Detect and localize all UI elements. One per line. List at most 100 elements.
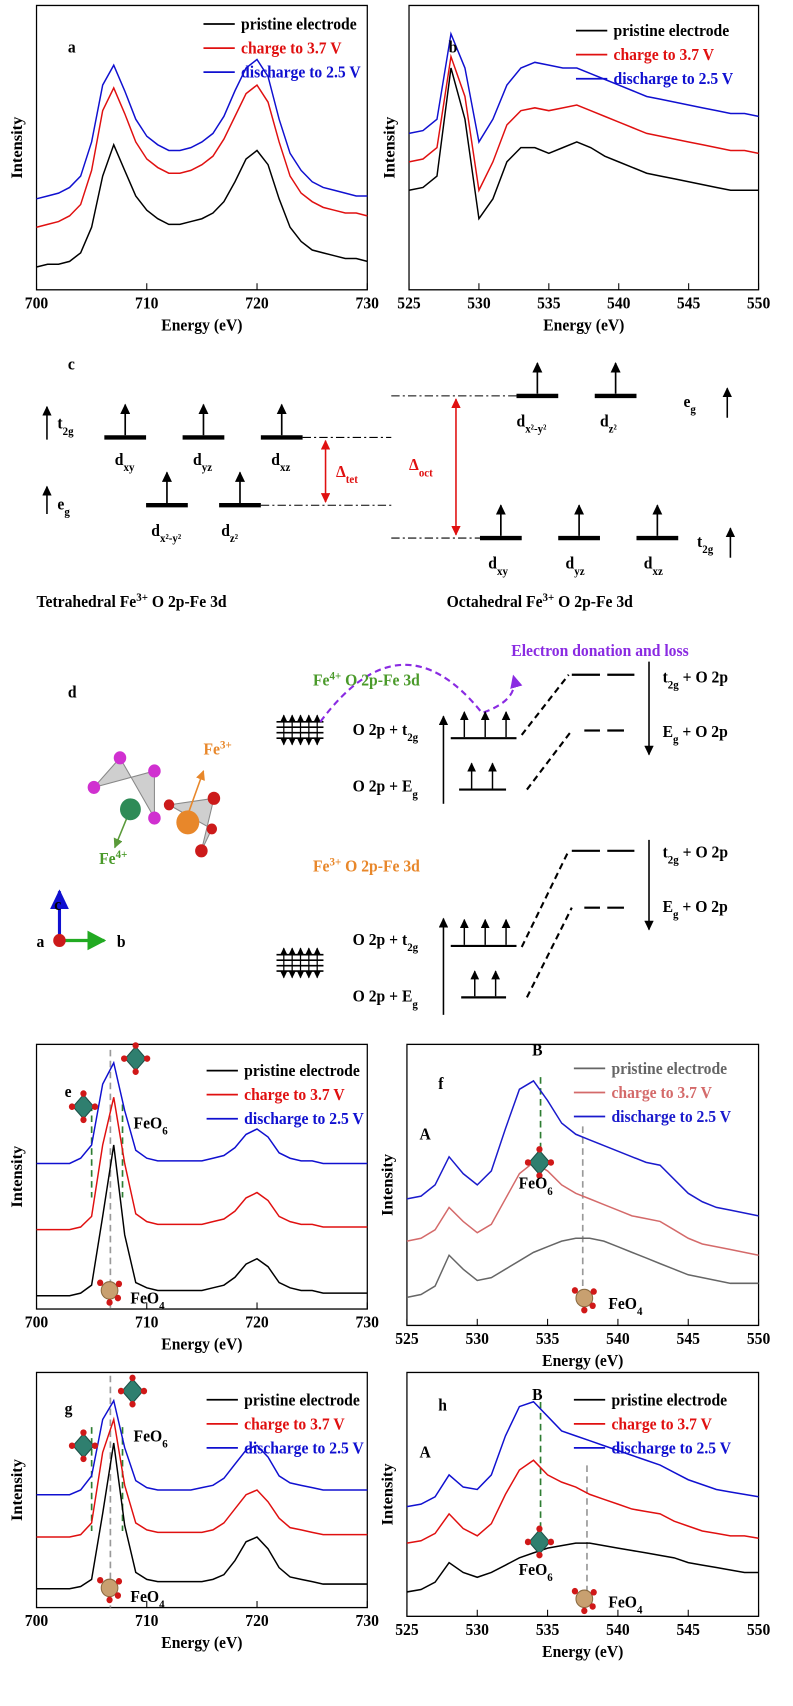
text-part: O 2p + t xyxy=(353,932,408,949)
legend-label: discharge to 2.5 V xyxy=(244,1111,364,1128)
plot-frame xyxy=(406,1043,760,1327)
legend-label: charge to 3.7 V xyxy=(614,47,715,64)
oxygen-dot xyxy=(536,1172,543,1179)
label: dyz xyxy=(566,555,585,578)
spectrum-line xyxy=(406,1459,759,1544)
x-tick-label: 550 xyxy=(747,1622,770,1639)
oxygen-dot xyxy=(590,1288,597,1295)
text-part: Fe xyxy=(313,858,330,875)
spectrum-line xyxy=(408,67,759,221)
legend-label: discharge to 2.5 V xyxy=(611,1440,731,1457)
oxygen-dot xyxy=(97,1576,104,1584)
plot-frame xyxy=(35,4,368,291)
x-tick-label: 720 xyxy=(245,1613,268,1630)
label: Δoct xyxy=(409,457,433,480)
annotation: FeO4 xyxy=(608,1296,643,1319)
annotation: A xyxy=(419,1126,431,1143)
label: O 2p + Eg xyxy=(353,778,419,801)
oxygen-dot xyxy=(589,1302,596,1310)
octahedron-icon xyxy=(528,1529,551,1555)
x-tick-label: 545 xyxy=(677,1331,700,1348)
spectrum-line xyxy=(408,53,759,193)
text-part: d xyxy=(68,684,77,701)
oxygen-dot xyxy=(132,1042,139,1049)
oxygen-dot xyxy=(68,1103,76,1110)
text-part: A xyxy=(419,1444,431,1461)
subscript: xz xyxy=(653,566,663,578)
label: O 2p + t2g xyxy=(353,932,419,955)
subscript: 2g xyxy=(407,732,418,744)
spectrum-line xyxy=(406,1237,759,1299)
legend-label: discharge to 2.5 V xyxy=(244,1440,364,1457)
spectrum-line xyxy=(406,1542,759,1593)
text-part: + O 2p xyxy=(678,724,727,741)
y-axis-label: Intensity xyxy=(382,117,399,179)
text-part: d xyxy=(516,413,525,430)
subscript: 4 xyxy=(159,1300,165,1312)
donation-arrow xyxy=(319,663,523,723)
label: b xyxy=(117,934,126,951)
plot-frame xyxy=(408,4,760,291)
octahedron-icon xyxy=(124,1045,147,1072)
subscript: g xyxy=(64,507,70,519)
y-axis-label: Intensity xyxy=(9,117,26,179)
label: Fe3+ xyxy=(203,739,231,758)
text-part: FeO xyxy=(519,1175,548,1192)
x-tick-label: 730 xyxy=(356,295,379,312)
spectrum-line xyxy=(406,1079,759,1217)
text-part: t xyxy=(663,844,669,861)
oxygen-dot xyxy=(115,1280,123,1288)
text-part: d xyxy=(193,451,202,468)
x-tick-label: 535 xyxy=(536,1622,559,1639)
label: Fe4+ O 2p-Fe 3d xyxy=(313,670,420,689)
spectrum-line xyxy=(36,1442,368,1590)
octahedron-icon xyxy=(121,1378,144,1404)
x-axis-label: Energy (eV) xyxy=(543,317,624,334)
text-part: Fe xyxy=(203,741,220,758)
annotation: FeO4 xyxy=(608,1594,643,1617)
legend-label: pristine electrode xyxy=(244,1063,360,1080)
oxygen-dot xyxy=(547,1538,555,1546)
legend-label: charge to 3.7 V xyxy=(241,40,342,57)
subscript: xz xyxy=(280,462,290,474)
correlation-line xyxy=(520,850,570,948)
label: t2g xyxy=(57,415,74,438)
legend-label: charge to 3.7 V xyxy=(611,1085,712,1102)
panel-letter: f xyxy=(438,1076,444,1093)
legend-label: pristine electrode xyxy=(611,1392,727,1409)
oxygen-dot xyxy=(106,1299,113,1306)
text-part: d xyxy=(151,523,160,540)
label: dxz xyxy=(644,555,663,578)
x-tick-label: 730 xyxy=(356,1314,379,1331)
x-tick-label: 540 xyxy=(607,295,630,312)
subscript: 6 xyxy=(547,1572,553,1584)
crystal-structure xyxy=(50,751,221,951)
legend-label: charge to 3.7 V xyxy=(244,1087,345,1104)
subscript: 4 xyxy=(637,1306,643,1318)
text-part: + O 2p xyxy=(679,669,728,686)
spectrum-line xyxy=(408,31,759,144)
oxygen-dot xyxy=(114,1294,122,1302)
text-part: E xyxy=(663,724,673,741)
subscript: 2g xyxy=(668,679,679,691)
text-part: B xyxy=(532,1386,543,1403)
subscript: 4 xyxy=(637,1605,643,1617)
label: Δtet xyxy=(336,464,358,487)
x-tick-label: 530 xyxy=(466,1331,489,1348)
text-part: Fe xyxy=(313,672,330,689)
annotation: FeO4 xyxy=(130,1589,165,1612)
x-tick-label: 550 xyxy=(747,295,770,312)
superscript: 3+ xyxy=(220,739,232,751)
x-tick-label: 530 xyxy=(467,295,490,312)
legend-label: charge to 3.7 V xyxy=(611,1416,712,1433)
oxygen-dot xyxy=(571,1587,579,1595)
label: a xyxy=(37,934,45,951)
spectrum-line xyxy=(406,1161,759,1256)
label: t2g + O 2p xyxy=(663,669,729,692)
text-part: t xyxy=(663,669,669,686)
oxygen-dot xyxy=(121,1055,128,1062)
octahedron-icon xyxy=(72,1432,95,1459)
spectrum-line xyxy=(36,1416,368,1538)
label: dz² xyxy=(221,523,238,546)
